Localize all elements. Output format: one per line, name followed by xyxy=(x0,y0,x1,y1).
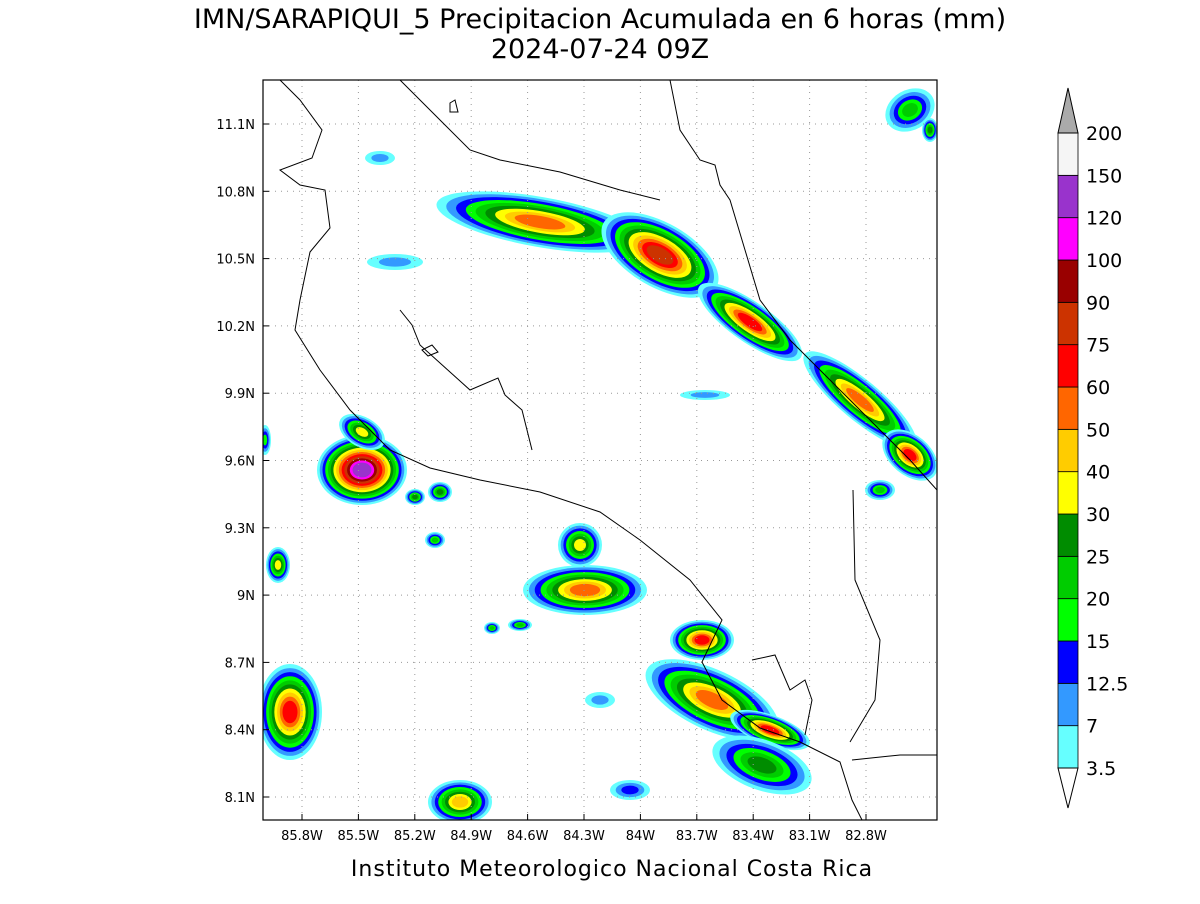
colorbar-label: 40 xyxy=(1086,462,1110,484)
rain-cell xyxy=(282,700,298,724)
colorbar: 3.5 7 12.5 15 20 25 30 40 50 60 75 90 100 120 150 200 xyxy=(1057,87,1128,809)
colorbar-segment xyxy=(1057,598,1079,642)
lat-label: 8.1N xyxy=(225,791,255,806)
rain-cell xyxy=(760,725,780,735)
rain-cell xyxy=(747,756,777,774)
rain-cell xyxy=(274,560,282,570)
rain-cell xyxy=(431,537,439,543)
rain-cell xyxy=(875,486,885,494)
rain-cell xyxy=(695,690,729,710)
colorbar-label: 100 xyxy=(1086,250,1122,272)
lat-label: 9.9N xyxy=(225,387,255,402)
colorbar-segment xyxy=(1057,301,1079,346)
colorbar-label: 75 xyxy=(1086,335,1110,357)
lat-label: 9.3N xyxy=(225,522,255,537)
rain-cell xyxy=(489,626,495,630)
colorbar-segment xyxy=(1057,217,1079,261)
rain-cell xyxy=(927,126,933,134)
colorbar-segment xyxy=(1057,725,1079,769)
colorbar-label: 20 xyxy=(1086,589,1110,611)
colorbar-segment xyxy=(1057,132,1079,176)
lat-label: 10.8N xyxy=(216,185,255,200)
colorbar-segment xyxy=(1057,428,1079,473)
lat-label: 9N xyxy=(237,589,255,604)
colorbar-label: 7 xyxy=(1086,716,1098,738)
lon-label: 82.8W xyxy=(845,829,887,844)
lon-label: 83.7W xyxy=(676,829,718,844)
colorbar-segment xyxy=(1057,640,1079,684)
rain-cell xyxy=(451,796,469,808)
colorbar-label: 120 xyxy=(1086,208,1122,230)
rain-cell xyxy=(371,153,389,163)
lon-label: 85.2W xyxy=(394,829,436,844)
rain-cell xyxy=(436,489,444,495)
rain-cell xyxy=(902,103,918,117)
rain-cell xyxy=(737,312,763,332)
colorbar-segment xyxy=(1057,682,1079,727)
rain-cell xyxy=(412,494,418,500)
lat-label: 8.7N xyxy=(225,656,255,671)
rain-cell xyxy=(591,695,609,705)
rain-cell xyxy=(574,539,586,551)
rain-cell xyxy=(690,392,720,398)
lon-label: 85.5W xyxy=(337,829,379,844)
colorbar-over xyxy=(1057,87,1079,134)
rain-cell xyxy=(621,785,639,795)
rain-cell xyxy=(352,462,372,478)
lon-label: 83.1W xyxy=(789,829,831,844)
rain-cell xyxy=(516,623,524,627)
lat-label: 8.4N xyxy=(225,724,255,739)
subtitle: 2024-07-24 09Z xyxy=(491,34,709,65)
colorbar-label: 15 xyxy=(1086,631,1110,653)
colorbar-segment xyxy=(1057,471,1079,515)
rain-cell xyxy=(903,448,917,462)
lat-label: 10.2N xyxy=(216,320,255,335)
colorbar-label: 60 xyxy=(1086,377,1110,399)
colorbar-segment xyxy=(1057,174,1079,219)
colorbar-label: 12.5 xyxy=(1086,673,1128,695)
colorbar-label: 3.5 xyxy=(1086,758,1116,780)
lon-label: 83.4W xyxy=(732,829,774,844)
colorbar-label: 200 xyxy=(1086,123,1122,145)
rain-cell xyxy=(569,583,601,597)
colorbar-under xyxy=(1057,767,1079,809)
coastlines xyxy=(278,80,937,820)
colorbar-label: 30 xyxy=(1086,504,1110,526)
colorbar-label: 50 xyxy=(1086,419,1110,441)
colorbar-label: 90 xyxy=(1086,292,1110,314)
rain-cell xyxy=(378,257,412,267)
colorbar-segment xyxy=(1057,555,1079,600)
rain-cell xyxy=(694,635,710,645)
lat-label: 11.1N xyxy=(216,118,255,133)
map-frame xyxy=(262,79,938,821)
footer: Instituto Meteorologico Nacional Costa R… xyxy=(351,857,873,882)
colorbar-label: 150 xyxy=(1086,165,1122,187)
lon-label: 84W xyxy=(626,829,656,844)
lon-label: 84.3W xyxy=(563,829,605,844)
graticule: 85.8W 85.5W 85.2W 84.9W 84.6W 84.3W 84W 83.7W 83… xyxy=(216,80,937,844)
colorbar-label: 25 xyxy=(1086,546,1110,568)
lat-label: 9.6N xyxy=(225,455,255,470)
rain-cell xyxy=(263,434,268,446)
lon-label: 85.8W xyxy=(281,829,323,844)
colorbar-segment xyxy=(1057,513,1079,557)
lon-label: 84.9W xyxy=(450,829,492,844)
colorbar-segment xyxy=(1057,344,1079,388)
precipitation-field xyxy=(263,88,937,820)
lon-label: 84.6W xyxy=(507,829,549,844)
colorbar-segment xyxy=(1057,259,1079,303)
title: IMN/SARAPIQUI_5 Precipitacion Acumulada … xyxy=(194,4,1006,35)
rain-cell xyxy=(646,245,674,265)
colorbar-segment xyxy=(1057,386,1079,430)
lat-label: 10.5N xyxy=(216,253,255,268)
rain-cell xyxy=(846,388,874,412)
